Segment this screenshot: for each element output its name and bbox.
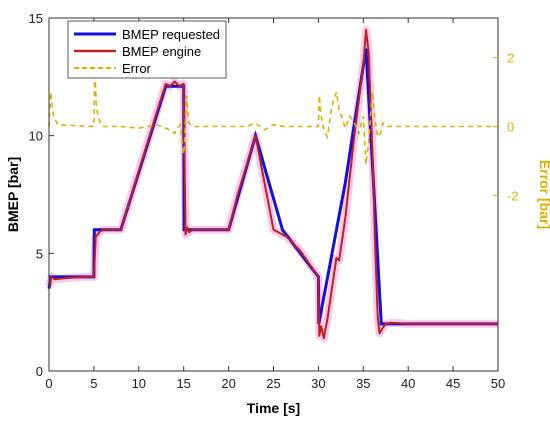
legend: BMEP requested BMEP engine Error [67,20,227,79]
y-tick-label: 0 [36,364,43,379]
series-layer [45,25,498,343]
x-tick-label: 0 [45,376,52,391]
x-axis: 0 5 10 15 20 25 30 35 40 45 50 [45,18,505,391]
legend-label-error: Error [122,61,152,76]
x-axis-title: Time [s] [247,400,300,416]
x-tick-label: 45 [446,376,460,391]
series-line-engine [48,28,498,340]
y-tick-label: 10 [29,129,43,144]
y2-tick-label: 2 [507,51,514,66]
x-tick-label: 40 [401,376,415,391]
y2-axis-title: Error [bar] [537,160,550,229]
series-line-error [48,71,498,165]
series-line-requested [47,48,498,326]
y-tick-label: 5 [36,246,43,261]
x-tick-label: 25 [266,376,280,391]
legend-label-requested: BMEP requested [122,27,220,42]
y-axis-right: -2 0 2 [493,51,519,203]
y-axis-title: BMEP [bar] [5,157,21,232]
x-tick-label: 5 [90,376,97,391]
x-tick-label: 50 [491,376,505,391]
x-tick-label: 10 [132,376,146,391]
y-tick-label: 15 [29,11,43,26]
y-axis-left: 0 5 10 15 [29,11,54,379]
x-tick-label: 15 [176,376,190,391]
x-tick-label: 30 [311,376,325,391]
y2-tick-label: 0 [507,119,514,134]
x-tick-label: 20 [221,376,235,391]
y2-tick-label: -2 [507,188,519,203]
legend-label-engine: BMEP engine [122,44,201,59]
x-tick-label: 35 [356,376,370,391]
